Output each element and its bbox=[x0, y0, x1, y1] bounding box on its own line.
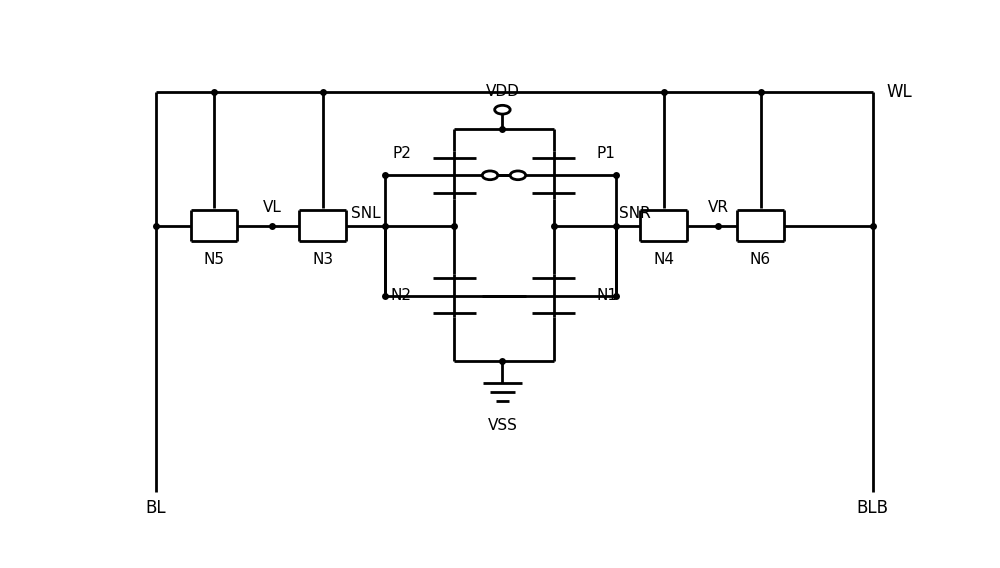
Text: BLB: BLB bbox=[857, 499, 889, 517]
Circle shape bbox=[495, 105, 510, 114]
Text: P1: P1 bbox=[596, 146, 615, 161]
Text: BL: BL bbox=[146, 499, 166, 517]
Circle shape bbox=[482, 171, 498, 179]
Text: VDD: VDD bbox=[485, 83, 519, 99]
Text: N1: N1 bbox=[596, 288, 617, 303]
Text: WL: WL bbox=[887, 83, 913, 101]
Text: SNR: SNR bbox=[619, 206, 651, 221]
Text: N3: N3 bbox=[312, 252, 333, 267]
Text: N5: N5 bbox=[204, 252, 225, 267]
Text: VSS: VSS bbox=[487, 418, 517, 433]
Text: VL: VL bbox=[263, 200, 282, 215]
Text: SNL: SNL bbox=[351, 206, 381, 221]
Circle shape bbox=[510, 171, 526, 179]
Text: VR: VR bbox=[707, 200, 728, 215]
Text: P2: P2 bbox=[393, 146, 412, 161]
Text: N4: N4 bbox=[653, 252, 674, 267]
Text: N2: N2 bbox=[391, 288, 412, 303]
Text: N6: N6 bbox=[750, 252, 771, 267]
